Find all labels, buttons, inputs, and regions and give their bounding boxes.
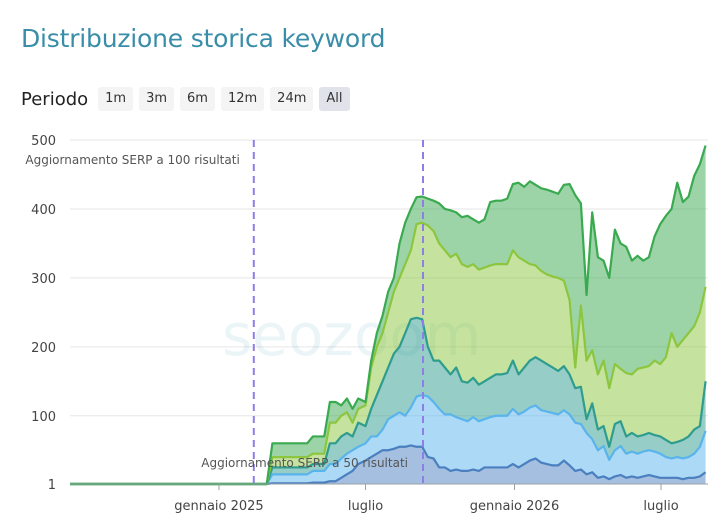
series-area-5 xyxy=(70,145,706,485)
y-tick-label: 200 xyxy=(31,341,56,356)
y-tick-label: 1 xyxy=(48,478,56,493)
area-layer xyxy=(70,145,706,485)
period-button-24m[interactable]: 24m xyxy=(270,87,314,111)
x-tick-label: luglio xyxy=(348,499,383,514)
period-button-1m[interactable]: 1m xyxy=(98,87,134,111)
x-tick-label: gennaio 2026 xyxy=(470,499,559,514)
y-tick-label: 100 xyxy=(31,410,56,425)
y-tick-label: 400 xyxy=(31,203,56,218)
series-line-5 xyxy=(70,145,707,486)
series-area-3 xyxy=(70,317,706,484)
period-selector: Periodo 1m 3m 6m 12m 24m All xyxy=(21,86,350,112)
period-label: Periodo xyxy=(21,88,89,110)
period-button-12m[interactable]: 12m xyxy=(220,87,265,111)
period-button-all[interactable]: All xyxy=(319,87,350,111)
period-button-3m[interactable]: 3m xyxy=(139,87,175,111)
y-tick-label: 300 xyxy=(31,272,56,287)
x-tick-label: luglio xyxy=(643,499,678,514)
page-title: Distribuzione storica keyword xyxy=(21,24,386,53)
x-tick-label: gennaio 2025 xyxy=(174,499,263,514)
series-line-4 xyxy=(70,221,707,486)
series-area-2 xyxy=(70,395,706,484)
annotation-label: Aggiornamento SERP a 50 risultati xyxy=(201,456,408,470)
y-tick-label: 500 xyxy=(31,134,56,149)
series-area-4 xyxy=(70,222,706,484)
series-line-1 xyxy=(70,444,707,486)
line-layer xyxy=(70,145,707,486)
series-area-1 xyxy=(70,445,706,484)
keyword-distribution-chart: seozoom Aggiornamento SERP a 100 risulta… xyxy=(25,134,708,514)
annotation-layer: Aggiornamento SERP a 100 risultati Aggior… xyxy=(25,140,425,484)
annotation-label: Aggiornamento SERP a 100 risultati xyxy=(25,153,239,167)
series-line-3 xyxy=(70,316,707,486)
series-line-2 xyxy=(70,393,707,486)
period-button-6m[interactable]: 6m xyxy=(180,87,215,111)
axis-layer: 1 100 200 300 400 500 gennaio 2025 luglio gennai… xyxy=(31,134,708,514)
